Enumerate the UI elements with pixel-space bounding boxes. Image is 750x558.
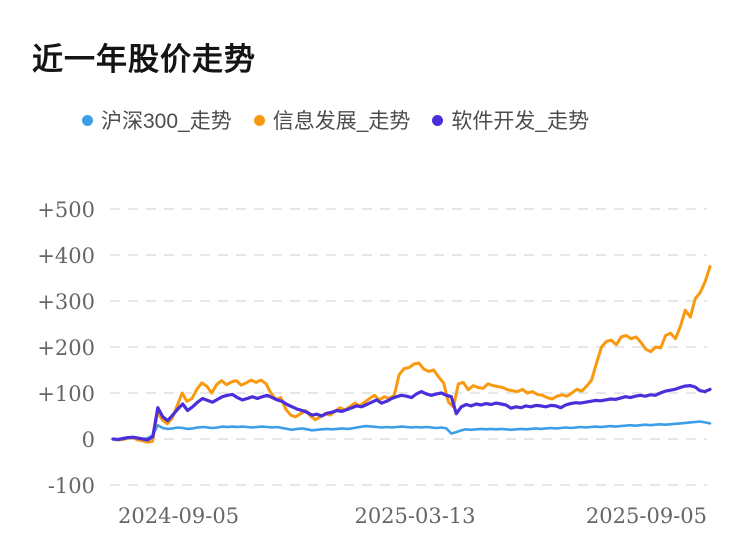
- page-title: 近一年股价走势: [32, 42, 256, 77]
- y-axis-tick-labels: +500 +400 +300 +200 +100 0 -100: [37, 198, 95, 498]
- legend-label: 沪深300_走势: [101, 110, 232, 133]
- x-tick-label: 2025-09-05: [586, 504, 707, 528]
- legend-item-hs300[interactable]: 沪深300_走势: [82, 105, 232, 135]
- series-line-2: [111, 384, 712, 442]
- legend-item-ruanjiankaifa[interactable]: 软件开发_走势: [432, 105, 589, 135]
- series-dot-icon: [253, 114, 265, 126]
- legend-item-xinxifazhan[interactable]: 信息发展_走势: [253, 105, 411, 135]
- y-tick-label: +300: [37, 290, 95, 314]
- gridlines: [110, 208, 707, 486]
- y-tick-label: +400: [37, 244, 95, 268]
- series-line-0: [111, 420, 712, 441]
- y-tick-label: 0: [82, 428, 95, 452]
- x-tick-label: 2025-03-13: [354, 504, 475, 528]
- series-lines: [111, 265, 712, 444]
- series-line-1: [111, 265, 712, 444]
- y-tick-label: +200: [37, 336, 95, 360]
- legend-label: 信息发展_走势: [272, 110, 411, 133]
- legend-label: 软件开发_走势: [451, 110, 590, 133]
- y-tick-label: +100: [37, 382, 95, 406]
- chart-legend: 沪深300_走势 信息发展_走势 软件开发_走势: [82, 105, 589, 135]
- series-dot-icon: [82, 114, 93, 126]
- x-tick-label: 2024-09-05: [118, 504, 239, 528]
- series-dot-icon: [432, 114, 444, 126]
- x-axis-tick-labels: 2024-09-05 2025-03-13 2025-09-05: [118, 504, 707, 528]
- y-tick-label: +500: [37, 198, 95, 222]
- y-tick-label: -100: [48, 474, 95, 498]
